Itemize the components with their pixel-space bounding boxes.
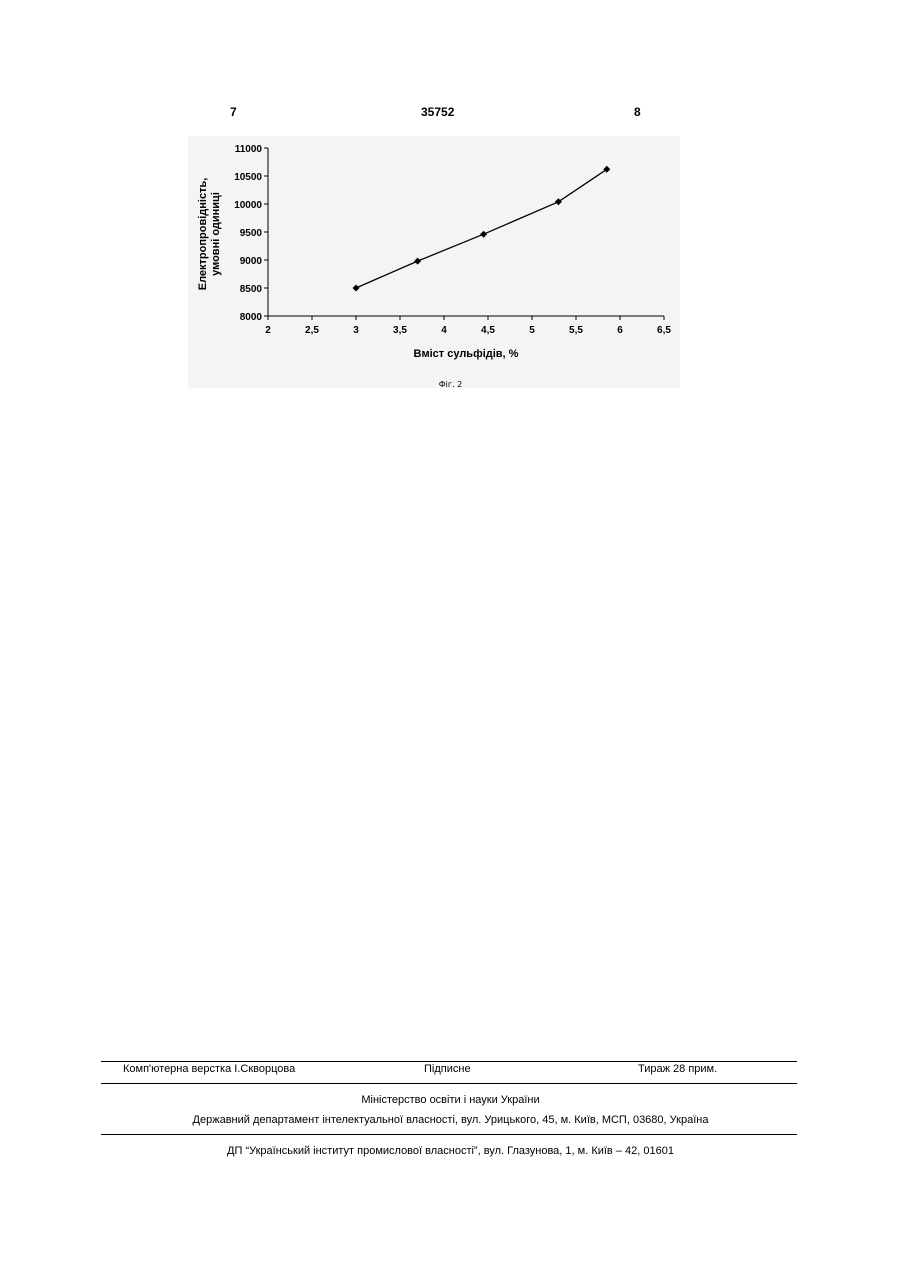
department-address: Державний департамент інтелектуальної вл… xyxy=(0,1114,901,1126)
y-tick-label: 10500 xyxy=(234,172,262,183)
figure-caption: Фіг. 2 xyxy=(0,380,901,389)
ministry-name: Міністерство освіти і науки України xyxy=(0,1094,901,1106)
data-point-marker xyxy=(480,231,487,238)
footer-rule-bottom xyxy=(101,1134,797,1135)
series-line xyxy=(356,169,607,288)
signed-label: Підписне xyxy=(424,1063,471,1075)
y-tick-label: 10000 xyxy=(234,200,262,211)
data-point-marker xyxy=(555,198,562,205)
x-tick-label: 2,5 xyxy=(305,325,319,336)
y-tick-label: 9500 xyxy=(240,228,263,239)
x-tick-label: 5,5 xyxy=(569,325,583,336)
chart-container: 2 2,5 3 3,5 4 4,5 5 5,5 6 6,5 8000 8500 9000 9500 100… xyxy=(188,136,680,388)
data-point-marker xyxy=(353,285,360,292)
y-tick-label: 8500 xyxy=(240,284,263,295)
y-axis-label-line2: умовні одиниці xyxy=(210,192,222,276)
page-number-left: 7 xyxy=(230,105,237,119)
y-tick-labels: 8000 8500 9000 9500 10000 10500 11000 xyxy=(234,144,268,323)
footer-info-row: Комп'ютерна верстка І.Скворцова Підписне… xyxy=(101,1063,797,1077)
circulation: Тираж 28 прим. xyxy=(638,1063,717,1075)
institute-address: ДП “Український інститут промислової вла… xyxy=(0,1145,901,1157)
y-tick-label: 8000 xyxy=(240,312,263,323)
document-number: 35752 xyxy=(421,105,454,119)
x-tick-label: 3,5 xyxy=(393,325,407,336)
line-chart: 2 2,5 3 3,5 4 4,5 5 5,5 6 6,5 8000 8500 9000 9500 100… xyxy=(188,136,680,388)
x-tick-label: 4,5 xyxy=(481,325,495,336)
footer-rule-middle xyxy=(101,1083,797,1084)
x-tick-label: 6,5 xyxy=(657,325,671,336)
data-point-marker xyxy=(603,166,610,173)
chart-axes xyxy=(268,148,664,316)
page-number-right: 8 xyxy=(634,105,641,119)
x-tick-label: 4 xyxy=(441,325,447,336)
y-axis-label-line1: Електропровідність, xyxy=(197,178,209,291)
layout-credit: Комп'ютерна верстка І.Скворцова xyxy=(123,1063,295,1075)
footer-rule-top xyxy=(101,1061,797,1062)
x-tick-labels: 2 2,5 3 3,5 4 4,5 5 5,5 6 6,5 xyxy=(265,316,671,336)
x-tick-label: 3 xyxy=(353,325,359,336)
y-tick-label: 9000 xyxy=(240,256,263,267)
x-tick-label: 6 xyxy=(617,325,623,336)
x-tick-label: 5 xyxy=(529,325,535,336)
y-tick-label: 11000 xyxy=(235,144,263,155)
x-tick-label: 2 xyxy=(265,325,271,336)
x-axis-label: Вміст сульфідів, % xyxy=(414,348,519,360)
data-point-marker xyxy=(414,258,421,265)
